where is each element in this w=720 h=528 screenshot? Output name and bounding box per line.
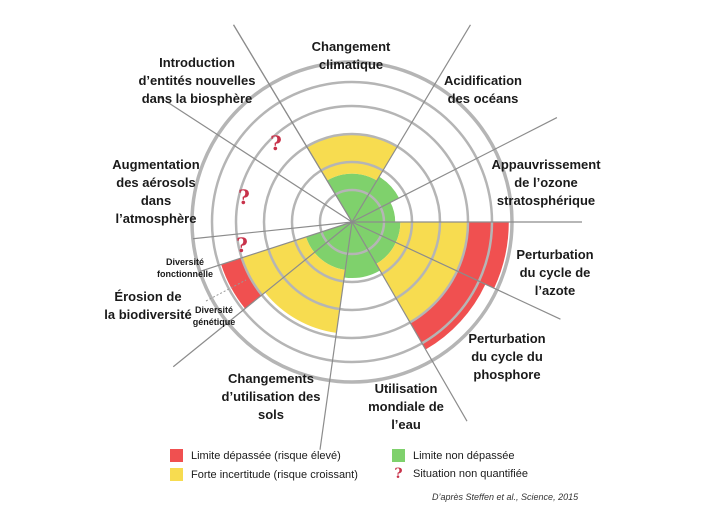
biodiversity-leader <box>205 279 247 302</box>
wedge-biodiv_genetique-green <box>305 222 352 253</box>
wedge-climat-yellow <box>306 133 398 181</box>
label-acidification-oceans: Acidification des océans <box>443 73 522 106</box>
legend-green-swatch <box>392 449 405 462</box>
legend-red-label: Limite dépassée (risque élevé) <box>191 449 341 462</box>
label-aerosols: Augmentation des aérosols dans l’atmosph… <box>112 157 200 226</box>
spoke-8 <box>172 221 353 368</box>
legend-yellow: Forte incertitude (risque croissant) <box>170 468 358 481</box>
spoke-6 <box>351 221 468 422</box>
wedge-sols-green <box>314 222 352 270</box>
spoke-9 <box>199 221 353 273</box>
legend-red-swatch <box>170 449 183 462</box>
legend-green: Limite non dépassée <box>392 449 515 462</box>
label-diversite-genetique: Diversité génétique <box>192 305 236 327</box>
wedge-climat-green <box>327 173 377 222</box>
wedge-sols-yellow <box>264 252 346 333</box>
spoke-3 <box>351 117 558 223</box>
label-ozone: Appauvrissement de l’ozone stratosphériq… <box>491 157 601 208</box>
label-entites-nouvelles: Introduction d’entités nouvelles dans la… <box>138 55 256 106</box>
legend-green-label: Limite non dépassée <box>413 449 515 462</box>
label-cycle-azote: Perturbation du cycle de l’azote <box>516 247 594 298</box>
legend-yellow-swatch <box>170 468 183 481</box>
boundary-wedges <box>221 133 509 350</box>
wedge-azote-yellow <box>395 222 468 272</box>
sector-spokes <box>158 24 582 450</box>
wedge-phosphore-green <box>352 222 396 264</box>
legend-unknown-label: Situation non quantifiée <box>413 468 528 480</box>
question-mark-icon: ? <box>394 466 403 482</box>
unquantified-markers: ??? <box>236 131 282 257</box>
legend-unknown: ? Situation non quantifiée <box>392 466 528 482</box>
question-mark-icon: ? <box>238 185 250 209</box>
wedge-biodiv_genetique-yellow <box>241 236 315 296</box>
label-utilisation-sols: Changements d’utilisation des sols <box>221 371 321 422</box>
label-diversite-fonctionnelle: Diversité fonctionnelle <box>157 257 213 279</box>
question-mark-icon: ? <box>236 233 248 257</box>
wedge-azote-red <box>457 222 509 289</box>
label-changement-climatique: Changement climatique <box>311 39 391 72</box>
label-erosion-biodiversite: Érosion de la biodiversité <box>104 289 192 322</box>
label-cycle-phosphore: Perturbation du cycle du phosphore <box>468 331 546 382</box>
spoke-2 <box>351 24 471 223</box>
wedge-phosphore-red <box>410 271 486 350</box>
spoke-5 <box>351 221 561 320</box>
spoke-11 <box>158 96 353 223</box>
spoke-12 <box>233 24 353 223</box>
spoke-7 <box>319 221 353 450</box>
wedge-eau-green <box>344 222 380 278</box>
source-credit: D’après Steffen et al., Science, 2015 <box>432 492 579 502</box>
spoke-10 <box>192 221 353 240</box>
legend-yellow-label: Forte incertitude (risque croissant) <box>191 468 358 481</box>
wedge-biodiv_genetique-red <box>221 257 262 309</box>
label-utilisation-eau: Utilisation mondiale de l’eau <box>368 381 444 432</box>
question-mark-icon: ? <box>270 131 282 155</box>
legend-red: Limite dépassée (risque élevé) <box>170 449 341 462</box>
